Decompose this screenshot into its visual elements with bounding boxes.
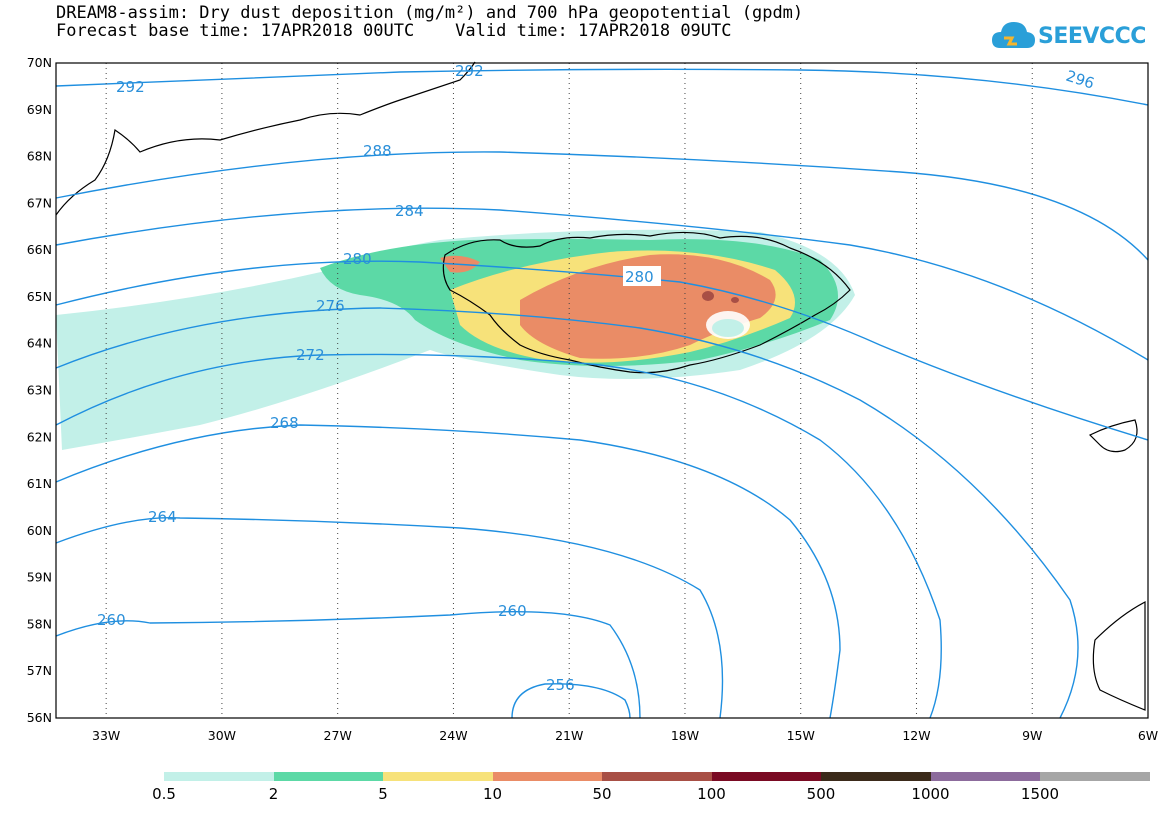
contour-labels: 292 292 296 288 284 280 280 276 272 268 … <box>97 62 1097 694</box>
latitude-tick-label: 65N <box>27 289 52 304</box>
contour-label: 260 <box>498 602 527 620</box>
latitude-tick-label: 60N <box>27 523 52 538</box>
contour-label: 260 <box>97 611 126 629</box>
contour-label: 280 <box>343 250 372 268</box>
contour-label: 272 <box>296 346 325 364</box>
map-title-line2: Forecast base time: 17APR2018 00UTC Vali… <box>56 21 732 41</box>
gridlines <box>105 63 1033 718</box>
legend-label: 500 <box>806 785 836 803</box>
map-title-line1: DREAM8-assim: Dry dust deposition (mg/m²… <box>56 3 804 23</box>
latitude-tick-label: 58N <box>27 616 52 631</box>
longitude-tick-label: 30W <box>208 728 236 743</box>
legend-label: 1500 <box>1020 785 1060 803</box>
map-frame <box>55 62 1149 719</box>
latitude-tick-label: 56N <box>27 710 52 725</box>
longitude-tick-label: 18W <box>671 728 699 743</box>
legend-color-box <box>273 772 384 781</box>
legend-color-box <box>383 772 493 781</box>
coastlines <box>55 61 1146 711</box>
seevccc-logo: SEEVCCC <box>990 18 1160 58</box>
latitude-tick-label: 61N <box>27 476 52 491</box>
legend-color-box <box>164 772 274 781</box>
legend-label: 5 <box>378 785 388 803</box>
legend-color-box <box>492 772 603 781</box>
contour-label: 276 <box>316 297 345 315</box>
legend-label: 0.5 <box>152 785 176 803</box>
latitude-tick-label: 59N <box>27 570 52 585</box>
latitude-tick-label: 68N <box>27 149 52 164</box>
contour-label: 268 <box>270 414 299 432</box>
latitude-tick-label: 63N <box>27 383 52 398</box>
dust-deposition-shading <box>56 229 855 450</box>
legend-color-box <box>602 772 712 781</box>
cloud-icon <box>992 22 1035 48</box>
contour-label: 256 <box>546 676 575 694</box>
legend-color-box <box>1040 772 1150 781</box>
legend-label: 100 <box>697 785 726 803</box>
longitude-tick-label: 21W <box>555 728 583 743</box>
latitude-tick-label: 70N <box>27 55 52 70</box>
longitude-tick-label: 6W <box>1138 728 1158 743</box>
contour-label: 264 <box>148 508 177 526</box>
legend-label: 1000 <box>911 785 950 803</box>
contour-label: 288 <box>363 142 392 160</box>
latitude-tick-label: 62N <box>27 429 52 444</box>
legend-color-box <box>821 772 931 781</box>
contour-label: 296 <box>1064 67 1097 93</box>
contour-label: 280 <box>625 268 654 286</box>
legend-color-box <box>930 772 1041 781</box>
logo-text: SEEVCCC <box>1038 24 1146 49</box>
longitude-tick-label: 33W <box>92 728 120 743</box>
latitude-tick-label: 66N <box>27 242 52 257</box>
latitude-tick-label: 57N <box>27 663 52 678</box>
longitude-tick-label: 9W <box>1022 728 1042 743</box>
contour-label: 284 <box>395 202 424 220</box>
longitude-tick-label: 12W <box>902 728 930 743</box>
longitude-tick-label: 15W <box>787 728 815 743</box>
latitude-labels: 70N 69N 68N 67N 66N 65N 64N 63N 62N 61N 60N 59N 58N 5… <box>27 55 52 725</box>
latitude-tick-label: 69N <box>27 102 52 117</box>
legend-color-box <box>711 772 822 781</box>
longitude-tick-label: 24W <box>439 728 467 743</box>
latitude-tick-label: 67N <box>27 195 52 210</box>
longitude-labels: 33W 30W 27W 24W 21W 18W 15W 12W 9W 6W <box>92 728 1158 743</box>
contour-label: 292 <box>455 62 484 80</box>
contour-label: 292 <box>116 78 145 96</box>
legend-label: 2 <box>268 785 279 803</box>
legend-label: 10 <box>482 785 503 803</box>
longitude-tick-label: 27W <box>324 728 352 743</box>
latitude-tick-label: 64N <box>27 336 52 351</box>
legend-label: 50 <box>592 785 612 803</box>
